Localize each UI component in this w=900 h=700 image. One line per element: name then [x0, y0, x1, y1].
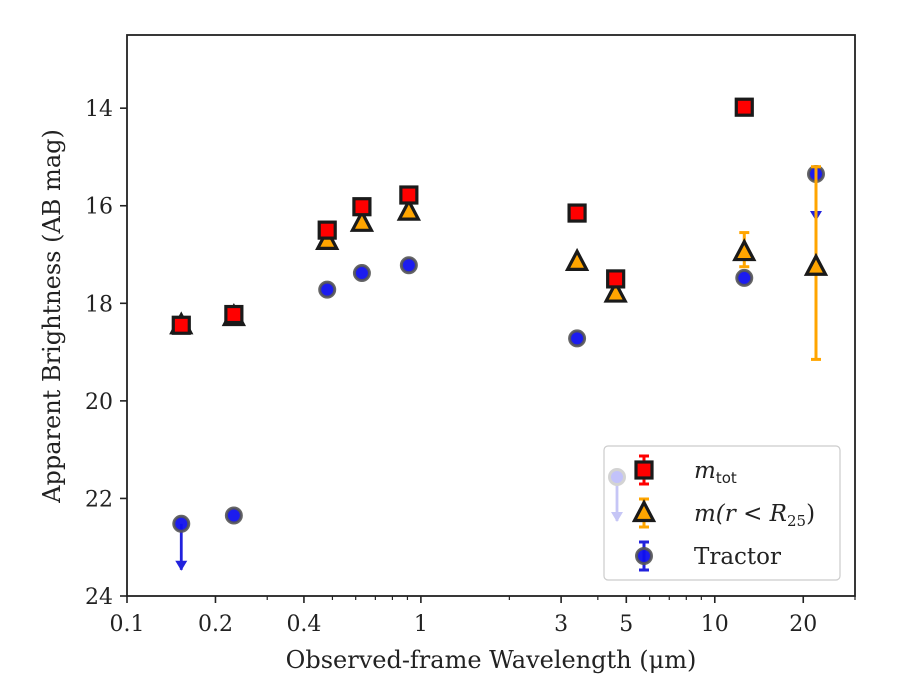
- data-point-circle: [399, 256, 418, 275]
- plot-area: [169, 97, 829, 571]
- data-point-circle: [224, 506, 243, 525]
- data-point-square: [399, 185, 419, 205]
- legend-label: mtot: [694, 458, 737, 487]
- x-tick-label: 3: [554, 612, 568, 637]
- legend-ghost-circle: [608, 468, 626, 486]
- x-tick-label: 20: [789, 612, 817, 637]
- x-tick-label: 0.4: [286, 612, 321, 637]
- legend-label: Tractor: [694, 544, 781, 570]
- legend: mtot m(r < R25) Tractor: [603, 445, 841, 581]
- y-tick-label: 20: [85, 390, 113, 415]
- data-point-triangle: [803, 252, 829, 276]
- x-tick-label: 10: [701, 612, 729, 637]
- data-point-square: [171, 315, 191, 335]
- y-tick-label: 16: [85, 195, 113, 220]
- data-point-square: [352, 197, 372, 217]
- data-point-square: [606, 269, 626, 289]
- data-point-triangle: [564, 247, 590, 271]
- x-tick-label: 0.2: [198, 612, 233, 637]
- legend-marker-triangle: [631, 499, 657, 523]
- legend-item: mtot: [634, 454, 737, 487]
- data-point-circle: [172, 514, 191, 533]
- upper-limit-arrowhead: [175, 560, 188, 571]
- data-point-triangle: [349, 208, 375, 232]
- y-tick-label: 24: [85, 585, 113, 610]
- data-point-triangle: [603, 279, 628, 303]
- data-point-square: [734, 97, 754, 117]
- data-point-circle: [318, 280, 337, 299]
- data-point-square: [317, 220, 337, 240]
- data-point-circle: [568, 329, 587, 348]
- legend-marker-square: [634, 460, 654, 480]
- x-tick-label: 0.1: [110, 612, 145, 637]
- axes: 0.1 0.2 0.4 1 3 5 10 20 14 16 18 20 22 24: [85, 34, 856, 637]
- y-tick-label: 18: [85, 292, 113, 317]
- legend-marker-circle: [635, 547, 653, 565]
- legend-item: m(r < R25): [631, 497, 815, 530]
- data-point-square: [224, 304, 244, 325]
- y-tick-label: 22: [85, 487, 113, 512]
- x-axis-title: Observed-frame Wavelength (μm): [286, 646, 697, 674]
- legend-label: m(r < R25): [694, 501, 815, 530]
- data-point-triangle: [732, 238, 757, 262]
- data-point-circle: [735, 268, 754, 287]
- x-tick-label: 5: [619, 612, 633, 637]
- legend-box: [603, 445, 841, 581]
- data-point-circle: [352, 264, 371, 283]
- y-tick-label: 14: [85, 97, 113, 122]
- upper-limit-arrowhead: [611, 512, 623, 522]
- x-tick-label: 1: [414, 612, 428, 637]
- legend-item: Tractor: [635, 540, 781, 572]
- data-point-triangle: [396, 197, 422, 221]
- data-point-square: [567, 203, 587, 223]
- y-axis-title: Apparent Brightness (AB mag): [38, 129, 66, 504]
- plot-frame: [126, 34, 856, 597]
- legend-ghost-arrow: [608, 468, 626, 522]
